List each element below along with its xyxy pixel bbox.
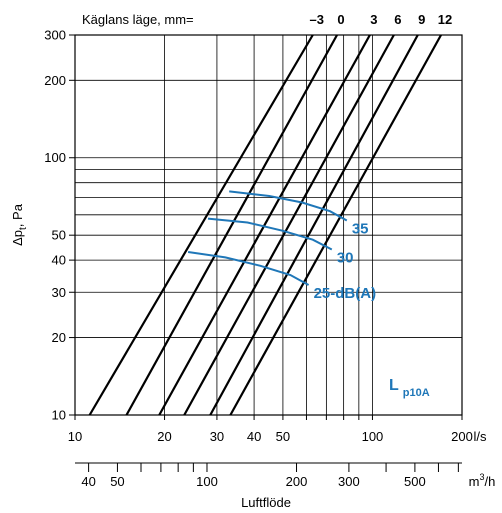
position-label: 3 <box>370 12 377 27</box>
plot-frame <box>74 34 463 416</box>
x2-tick-label: 300 <box>338 474 360 489</box>
x2-tick-label: 100 <box>196 474 218 489</box>
noise-curve-label: 35 <box>352 221 369 238</box>
x2-axis-unit-main: m <box>469 474 480 489</box>
position-line <box>158 34 371 416</box>
y-axis-label-sub: t <box>18 227 29 230</box>
x-tick-label: 50 <box>276 429 290 444</box>
x-tick-label: 20 <box>157 429 171 444</box>
noise-curve <box>229 190 348 222</box>
position-label: 0 <box>337 12 344 27</box>
x2-axis-unit: m3/h <box>469 472 496 489</box>
axes: 10 20 30 40 50 100 200 300 10 20 30 40 50 100 200 40 50 1… <box>44 28 473 490</box>
x-tick-label: 30 <box>210 429 224 444</box>
x2-tick-label: 200 <box>286 474 308 489</box>
position-label: 6 <box>394 12 401 27</box>
y-tick-label: 100 <box>44 150 66 165</box>
y-axis-label: Δpt, Pa <box>10 203 29 246</box>
x2-axis-unit-sup: 3 <box>479 472 484 482</box>
y-tick-label: 10 <box>52 408 66 423</box>
y-tick-label: 30 <box>52 285 66 300</box>
noise-parameter-sub: p10A <box>403 387 430 399</box>
position-label: 9 <box>418 12 425 27</box>
position-line <box>183 34 395 416</box>
x-tick-label: 10 <box>68 429 82 444</box>
grid <box>75 35 462 415</box>
position-line <box>88 34 314 416</box>
noise-curve <box>187 251 310 286</box>
y-tick-label: 20 <box>52 330 66 345</box>
position-line <box>229 34 442 416</box>
y-axis-label-main: Δp <box>10 230 25 246</box>
y-axis-label-rest: , Pa <box>10 203 25 227</box>
noise-curve-label: 25-dB(A) <box>314 285 377 302</box>
x2-tick-label: 40 <box>81 474 95 489</box>
noise-curve-label: 30 <box>337 249 354 266</box>
x-tick-label: 200 <box>451 429 473 444</box>
chart-title: Käglans läge, mm= <box>82 12 194 27</box>
noise-curve <box>207 217 333 251</box>
x-axis-unit: l/s <box>474 429 488 444</box>
position-label: –3 <box>310 12 324 27</box>
x-tick-label: 100 <box>362 429 384 444</box>
position-lines: –3 0 3 6 9 12 <box>88 12 452 416</box>
position-line <box>209 34 419 416</box>
y-tick-label: 40 <box>52 253 66 268</box>
x2-tick-label: 500 <box>404 474 426 489</box>
position-line <box>125 34 338 416</box>
noise-parameter-main: L <box>389 377 399 394</box>
position-label: 12 <box>438 12 452 27</box>
x-tick-label: 40 <box>247 429 261 444</box>
y-tick-label: 200 <box>44 73 66 88</box>
x-axis-label: Luftflöde <box>241 495 291 510</box>
noise-curves: 35 30 25-dB(A) <box>187 190 377 302</box>
x2-axis-unit-rest: /h <box>485 474 496 489</box>
y-tick-label: 300 <box>44 28 66 43</box>
y-tick-label: 50 <box>52 228 66 243</box>
x2-tick-label: 50 <box>110 474 124 489</box>
